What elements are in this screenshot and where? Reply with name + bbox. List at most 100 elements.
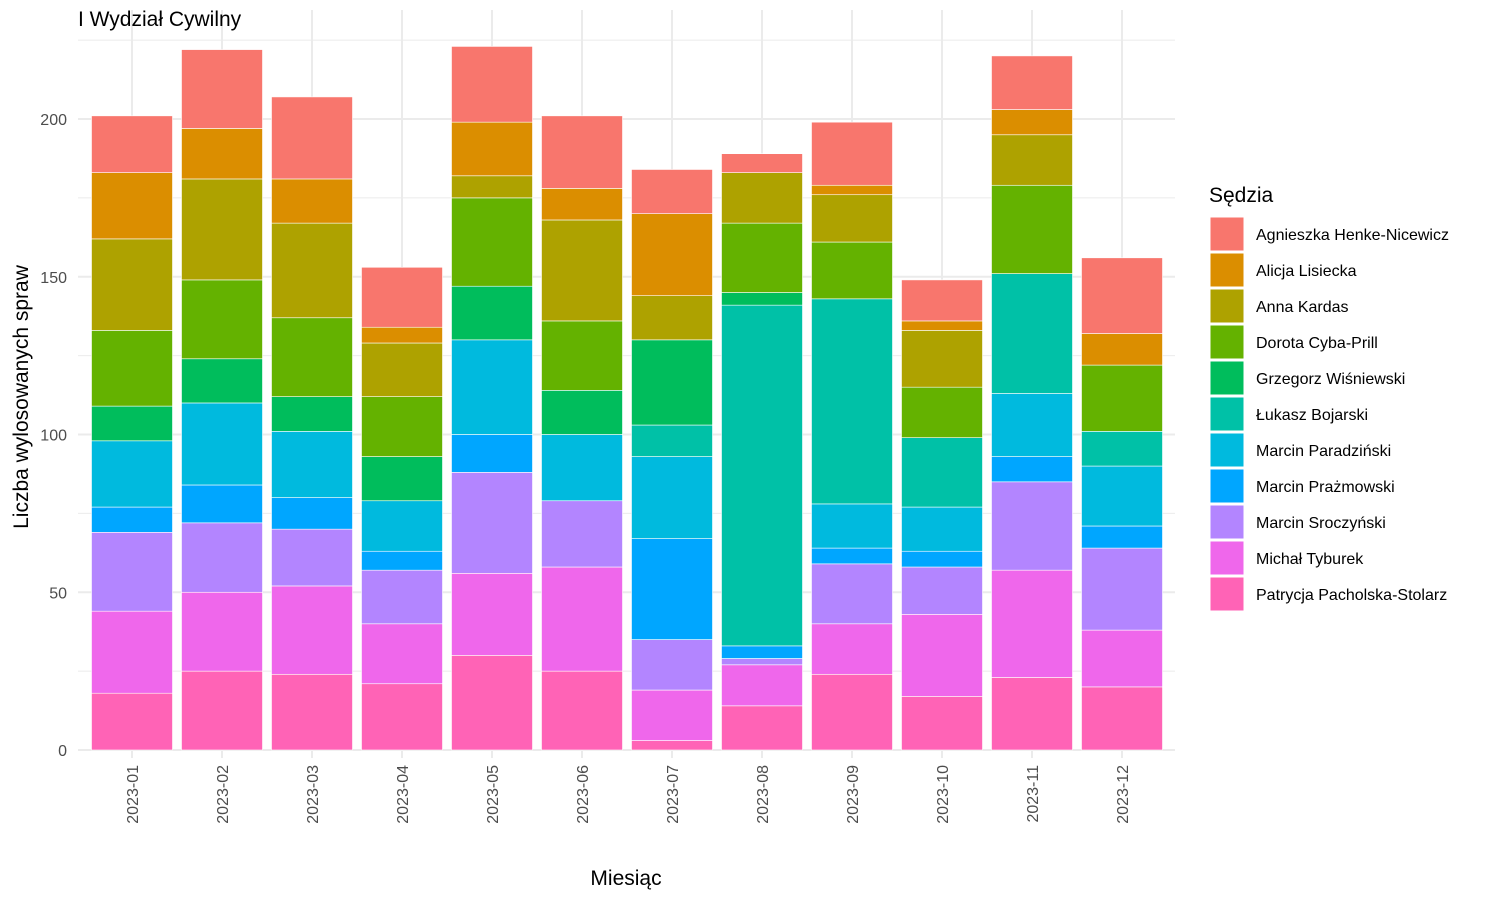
y-axis: 0 50 100 150 200 <box>40 112 67 760</box>
bar-segment <box>721 664 803 707</box>
bar-segment <box>1081 686 1163 751</box>
bar-segment <box>451 655 533 751</box>
bar-segment <box>181 402 263 486</box>
bar-stack-2023-10 <box>901 279 983 751</box>
bar-segment <box>541 320 623 391</box>
bar-segment <box>91 172 173 240</box>
bar-segment <box>541 434 623 502</box>
legend-label: Marcin Sroczyński <box>1256 515 1386 532</box>
bar-segment <box>991 55 1073 110</box>
bar-segment <box>811 673 893 751</box>
legend-swatch <box>1209 252 1245 288</box>
bar-segment <box>631 295 713 341</box>
y-tick-label: 150 <box>40 270 67 287</box>
bar-segment <box>181 178 263 281</box>
bar-segment <box>451 121 533 177</box>
legend-label: Michał Tyburek <box>1256 551 1364 568</box>
legend-label: Marcin Prażmowski <box>1256 479 1395 496</box>
bar-segment <box>541 500 623 568</box>
bar-segment <box>541 566 623 672</box>
bar-segment <box>361 396 443 457</box>
bar-segment <box>91 610 173 694</box>
bar-segment <box>631 339 713 426</box>
bar-segment <box>361 550 443 571</box>
bar-segment <box>811 194 893 243</box>
legend-swatch <box>1209 504 1245 540</box>
bar-segment <box>811 241 893 300</box>
legend-item: Agnieszka Henke-Nicewicz <box>1209 216 1449 252</box>
bar-segment <box>631 169 713 214</box>
bar-segment <box>451 434 533 473</box>
bar-stack-2023-02 <box>181 49 263 751</box>
bar-segment <box>1081 431 1163 467</box>
bar-segment <box>91 532 173 612</box>
bar-segment <box>181 358 263 404</box>
bar-segment <box>901 279 983 322</box>
y-axis-title: Liczba wylosowanych spraw <box>10 264 33 529</box>
bar-segment <box>451 46 533 123</box>
bar-segment <box>451 339 533 435</box>
x-tick-label: 2023-11 <box>1025 765 1042 823</box>
bar-segment <box>811 547 893 565</box>
bar-segment <box>631 538 713 640</box>
bars <box>91 46 1163 751</box>
bar-segment <box>901 566 983 615</box>
bar-segment <box>811 184 893 196</box>
legend-label: Anna Kardas <box>1256 299 1349 316</box>
bar-stack-2023-03 <box>271 96 353 751</box>
legend-item: Marcin Sroczyński <box>1209 504 1386 540</box>
bar-segment <box>181 591 263 672</box>
bar-segment <box>991 109 1073 136</box>
bar-segment <box>91 238 173 331</box>
bar-segment <box>811 563 893 625</box>
bar-segment <box>991 393 1073 457</box>
legend-swatch <box>1209 540 1245 576</box>
bar-segment <box>721 645 803 659</box>
bar-segment <box>181 670 263 751</box>
bar-segment <box>1081 364 1163 432</box>
bar-segment <box>181 49 263 129</box>
bar-segment <box>361 569 443 625</box>
bar-stack-2023-12 <box>1081 257 1163 751</box>
bar-segment <box>901 614 983 697</box>
bar-segment <box>901 330 983 388</box>
bar-segment <box>991 273 1073 394</box>
bar-segment <box>361 266 443 328</box>
bar-segment <box>91 330 173 407</box>
bar-segment <box>271 673 353 751</box>
bar-segment <box>991 569 1073 678</box>
bar-segment <box>91 440 173 508</box>
bar-segment <box>631 424 713 457</box>
legend-swatch <box>1209 432 1245 468</box>
bar-segment <box>451 175 533 199</box>
bar-segment <box>1081 333 1163 366</box>
bar-segment <box>91 506 173 533</box>
bar-segment <box>631 213 713 296</box>
bar-stack-2023-06 <box>541 115 623 751</box>
bar-segment <box>901 320 983 331</box>
bar-segment <box>541 115 623 189</box>
x-tick-label: 2023-12 <box>1115 765 1132 824</box>
bar-segment <box>721 172 803 224</box>
x-tick-label: 2023-04 <box>395 765 412 824</box>
legend-title: Sędzia <box>1209 184 1274 207</box>
y-tick-label: 0 <box>58 743 67 760</box>
x-tick-label: 2023-06 <box>575 765 592 824</box>
bar-segment <box>271 317 353 397</box>
bar-segment <box>451 197 533 287</box>
legend-item: Michał Tyburek <box>1209 540 1364 576</box>
bar-stack-2023-07 <box>631 169 713 751</box>
bar-segment <box>991 456 1073 483</box>
bar-segment <box>541 219 623 322</box>
y-tick-label: 50 <box>49 585 67 602</box>
bar-segment <box>811 623 893 675</box>
bar-segment <box>1081 257 1163 334</box>
x-tick-label: 2023-08 <box>755 765 772 824</box>
bar-segment <box>271 431 353 498</box>
bar-stack-2023-05 <box>451 46 533 751</box>
x-axis: 2023-01 2023-02 2023-03 2023-04 2023-05 2023-… <box>125 765 1132 824</box>
bar-segment <box>991 481 1073 571</box>
bar-segment <box>541 188 623 221</box>
bar-segment <box>91 115 173 173</box>
legend: Sędzia Agnieszka Henke-Nicewicz Alicja Li… <box>1209 184 1449 612</box>
